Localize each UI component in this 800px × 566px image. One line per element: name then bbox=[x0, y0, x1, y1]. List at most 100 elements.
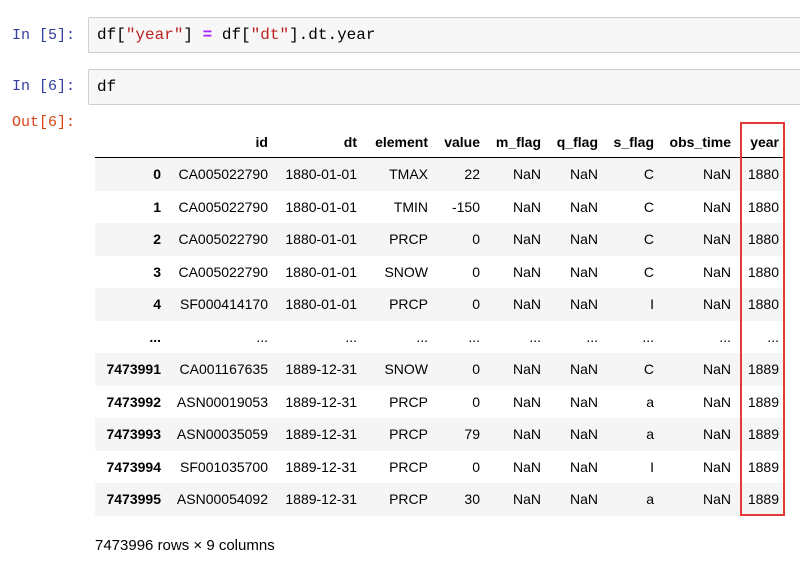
table-cell: NaN bbox=[569, 491, 598, 508]
table-row: 7473994 SF001035700 1889-12-31 PRCP 0 NaN NaN I… bbox=[95, 451, 783, 484]
code-token: = bbox=[202, 26, 213, 44]
column-header: m_flag bbox=[484, 126, 545, 158]
column-header: id bbox=[165, 126, 272, 158]
table-cell: 22 bbox=[464, 166, 480, 183]
table-cell: 1889 bbox=[747, 491, 779, 508]
table-cell: C bbox=[643, 361, 654, 378]
row-index: 1 bbox=[153, 198, 161, 215]
table-cell: 1880 bbox=[747, 263, 779, 280]
cell-prompt-6: In [6]: bbox=[12, 78, 76, 95]
row-index: 0 bbox=[153, 166, 161, 183]
table-cell: SF000414170 bbox=[180, 296, 268, 313]
table-cell: 1889-12-31 bbox=[285, 393, 357, 410]
row-index: 3 bbox=[153, 263, 161, 280]
column-header: element bbox=[361, 126, 432, 158]
row-index: 7473991 bbox=[106, 361, 161, 378]
table-cell: PRCP bbox=[389, 458, 428, 475]
dataframe-table: id dt element value m_flag q_flag s_flag obs_ti… bbox=[95, 126, 783, 516]
table-cell: 1880 bbox=[747, 296, 779, 313]
code-cell-5[interactable]: df["year"] = df["dt"].dt.year bbox=[88, 17, 800, 53]
table-cell: NaN bbox=[702, 458, 731, 475]
table-cell: CA001167635 bbox=[179, 361, 268, 378]
table-cell: NaN bbox=[569, 361, 598, 378]
code-token: "dt" bbox=[250, 26, 290, 44]
table-header: id dt element value m_flag q_flag s_flag obs_ti… bbox=[95, 126, 783, 158]
table-cell: ASN00019053 bbox=[176, 393, 268, 410]
table-cell: CA005022790 bbox=[178, 198, 268, 215]
table-cell: SF001035700 bbox=[180, 458, 268, 475]
code-token: ].dt.year bbox=[289, 26, 376, 44]
column-header: year bbox=[735, 126, 783, 158]
table-cell: 1880-01-01 bbox=[285, 166, 357, 183]
table-cell: NaN bbox=[569, 426, 598, 443]
table-cell: ... bbox=[586, 328, 598, 345]
table-cell: ... bbox=[529, 328, 541, 345]
table-row: 7473991 CA001167635 1889-12-31 SNOW 0 NaN NaN C… bbox=[95, 353, 783, 386]
table-cell: NaN bbox=[569, 166, 598, 183]
table-cell: 1880-01-01 bbox=[285, 231, 357, 248]
table-cell: ... bbox=[719, 328, 731, 345]
table-cell: NaN bbox=[569, 198, 598, 215]
output-prompt: Out[6]: bbox=[12, 114, 76, 131]
table-cell: 1880 bbox=[747, 166, 779, 183]
column-header: dt bbox=[272, 126, 361, 158]
shape-summary: 7473996 rows × 9 columns bbox=[95, 537, 275, 554]
table-cell: ... bbox=[642, 328, 654, 345]
table-cell: NaN bbox=[702, 231, 731, 248]
table-cell: a bbox=[646, 491, 654, 508]
table-row: 7473992 ASN00019053 1889-12-31 PRCP 0 NaN NaN a… bbox=[95, 386, 783, 419]
table-cell: NaN bbox=[702, 426, 731, 443]
table-row: 1 CA005022790 1880-01-01 TMIN -150 NaN NaN C NaN… bbox=[95, 191, 783, 224]
table-cell: PRCP bbox=[389, 231, 428, 248]
row-index: 7473995 bbox=[106, 491, 161, 508]
table-cell: NaN bbox=[569, 296, 598, 313]
table-cell: PRCP bbox=[389, 426, 428, 443]
table-cell: ... bbox=[256, 328, 268, 345]
table-cell: NaN bbox=[569, 393, 598, 410]
table-cell: NaN bbox=[702, 166, 731, 183]
table-cell: ASN00035059 bbox=[176, 426, 268, 443]
table-cell: NaN bbox=[569, 458, 598, 475]
row-index: ... bbox=[149, 328, 161, 345]
table-cell: 0 bbox=[472, 296, 480, 313]
table-cell: 0 bbox=[472, 361, 480, 378]
table-cell: a bbox=[646, 426, 654, 443]
table-cell: CA005022790 bbox=[178, 231, 268, 248]
table-cell: NaN bbox=[702, 296, 731, 313]
table-cell: 1889-12-31 bbox=[285, 426, 357, 443]
table-cell: ... bbox=[416, 328, 428, 345]
code-token: ] bbox=[183, 26, 203, 44]
table-cell: 0 bbox=[472, 263, 480, 280]
table-cell: NaN bbox=[512, 231, 541, 248]
table-cell: 0 bbox=[472, 231, 480, 248]
table-cell: C bbox=[643, 263, 654, 280]
table-row: 3 CA005022790 1880-01-01 SNOW 0 NaN NaN C NaN 188… bbox=[95, 256, 783, 289]
table-cell: SNOW bbox=[384, 263, 428, 280]
table-cell: TMIN bbox=[393, 198, 428, 215]
table-cell: NaN bbox=[512, 393, 541, 410]
table-cell: PRCP bbox=[389, 491, 428, 508]
table-cell: NaN bbox=[702, 491, 731, 508]
table-cell: PRCP bbox=[389, 296, 428, 313]
row-index: 7473993 bbox=[106, 426, 161, 443]
table-cell: I bbox=[650, 296, 654, 313]
column-header: s_flag bbox=[602, 126, 658, 158]
code-cell-6[interactable]: df bbox=[88, 69, 800, 105]
table-row: 7473993 ASN00035059 1889-12-31 PRCP 79 NaN NaN… bbox=[95, 418, 783, 451]
table-cell: NaN bbox=[702, 198, 731, 215]
table-cell: C bbox=[643, 231, 654, 248]
table-cell: ... bbox=[468, 328, 480, 345]
year-column-highlight bbox=[740, 122, 785, 516]
table-cell: CA005022790 bbox=[178, 166, 268, 183]
table-cell: 1880-01-01 bbox=[285, 296, 357, 313]
column-header: value bbox=[432, 126, 484, 158]
table-cell: 1889-12-31 bbox=[285, 491, 357, 508]
table-cell: 1889 bbox=[747, 458, 779, 475]
table-cell: PRCP bbox=[389, 393, 428, 410]
table-cell: NaN bbox=[512, 263, 541, 280]
table-cell: -150 bbox=[451, 198, 480, 215]
table-cell: I bbox=[650, 458, 654, 475]
table-cell: NaN bbox=[512, 361, 541, 378]
table-cell: 1880-01-01 bbox=[285, 263, 357, 280]
table-cell: a bbox=[646, 393, 654, 410]
